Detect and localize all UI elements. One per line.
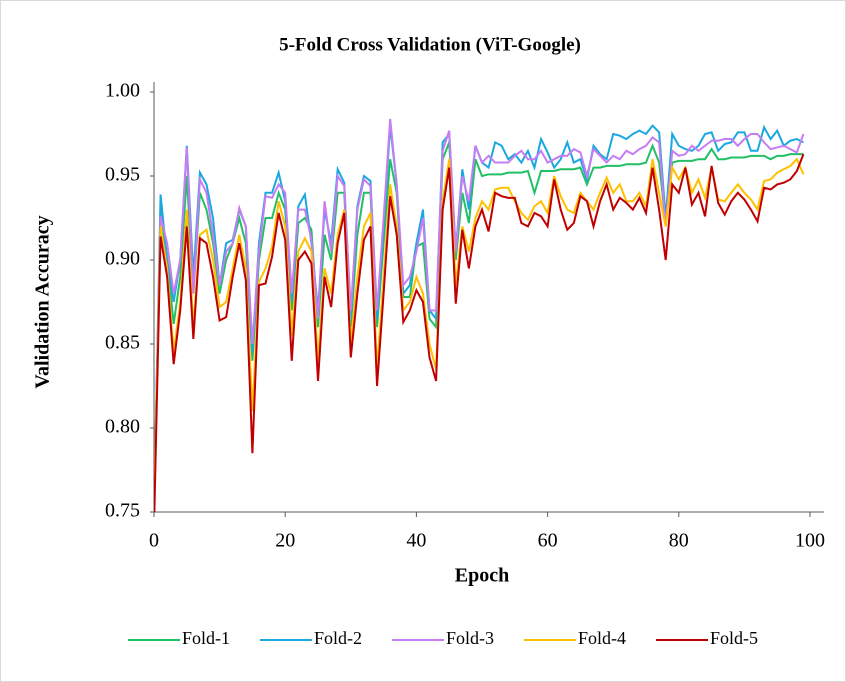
y-tick-label: 0.90	[105, 248, 140, 270]
x-tick-label: 20	[275, 530, 295, 552]
y-tick-label: 0.85	[105, 332, 140, 354]
x-tick-label: 100	[795, 530, 825, 552]
series-line	[154, 153, 805, 512]
legend-label: Fold-1	[182, 628, 230, 648]
series-line	[154, 142, 804, 512]
x-axis-label: Epoch	[455, 565, 509, 587]
legend-label: Fold-5	[710, 628, 758, 648]
x-tick-label: 80	[669, 530, 689, 552]
x-tick-label: 60	[538, 530, 558, 552]
y-tick-label: 0.80	[105, 416, 140, 438]
y-tick-label: 1.00	[105, 80, 140, 102]
chart-title: 5-Fold Cross Validation (ViT-Google)	[279, 34, 581, 55]
legend-label: Fold-3	[446, 628, 494, 648]
y-tick-label: 0.75	[105, 500, 140, 522]
series-line	[154, 157, 805, 512]
x-tick-label: 40	[406, 530, 426, 552]
series-line	[154, 118, 805, 512]
y-tick-label: 0.95	[105, 164, 140, 186]
x-tick-label: 0	[149, 530, 159, 552]
y-axis-label: Validation Accuracy	[32, 215, 54, 388]
legend-label: Fold-2	[314, 628, 362, 648]
legend-label: Fold-4	[578, 628, 626, 648]
